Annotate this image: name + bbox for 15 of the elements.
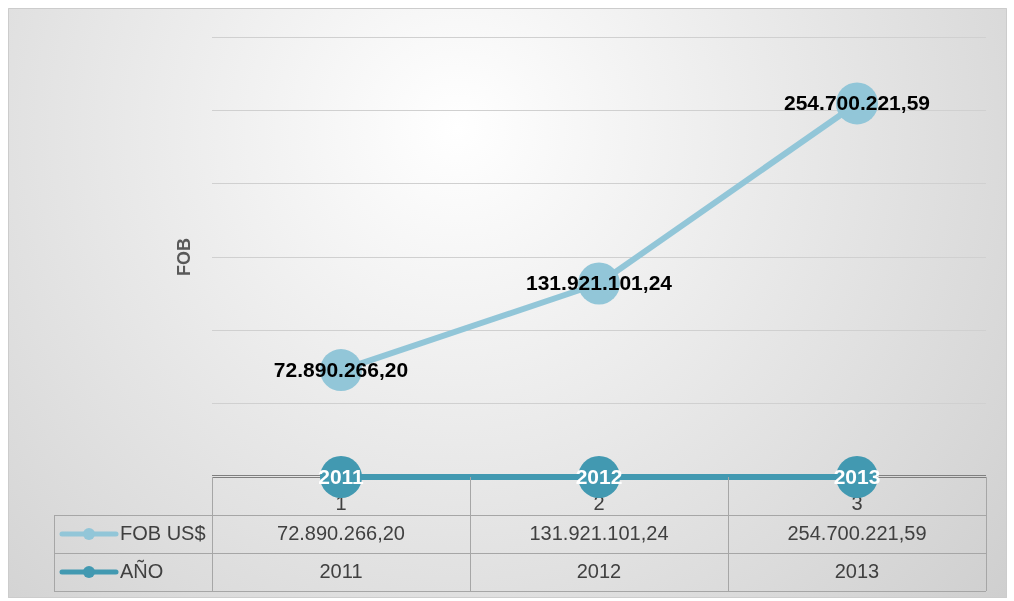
- data-label: 2011: [319, 559, 363, 582]
- text: 2012: [575, 464, 623, 488]
- legend-label: FOB US$: [120, 521, 206, 544]
- data-label: 72.890.266,20: [277, 521, 405, 544]
- text: 72.890.266,20: [273, 357, 409, 381]
- y-axis-title: FOB: [173, 238, 194, 276]
- data-label: 254.700.221,59: [787, 521, 927, 544]
- data-label: 2013: [834, 559, 880, 582]
- text: 254.700.221,59: [784, 91, 930, 115]
- text: 2011: [318, 464, 364, 488]
- data-label: 2012: [576, 559, 622, 582]
- data-label: 131.921.101,24: [529, 521, 669, 544]
- legend-label: AÑO: [120, 558, 164, 582]
- text: 2013: [833, 464, 881, 488]
- text: 131.921.101,24: [526, 271, 672, 295]
